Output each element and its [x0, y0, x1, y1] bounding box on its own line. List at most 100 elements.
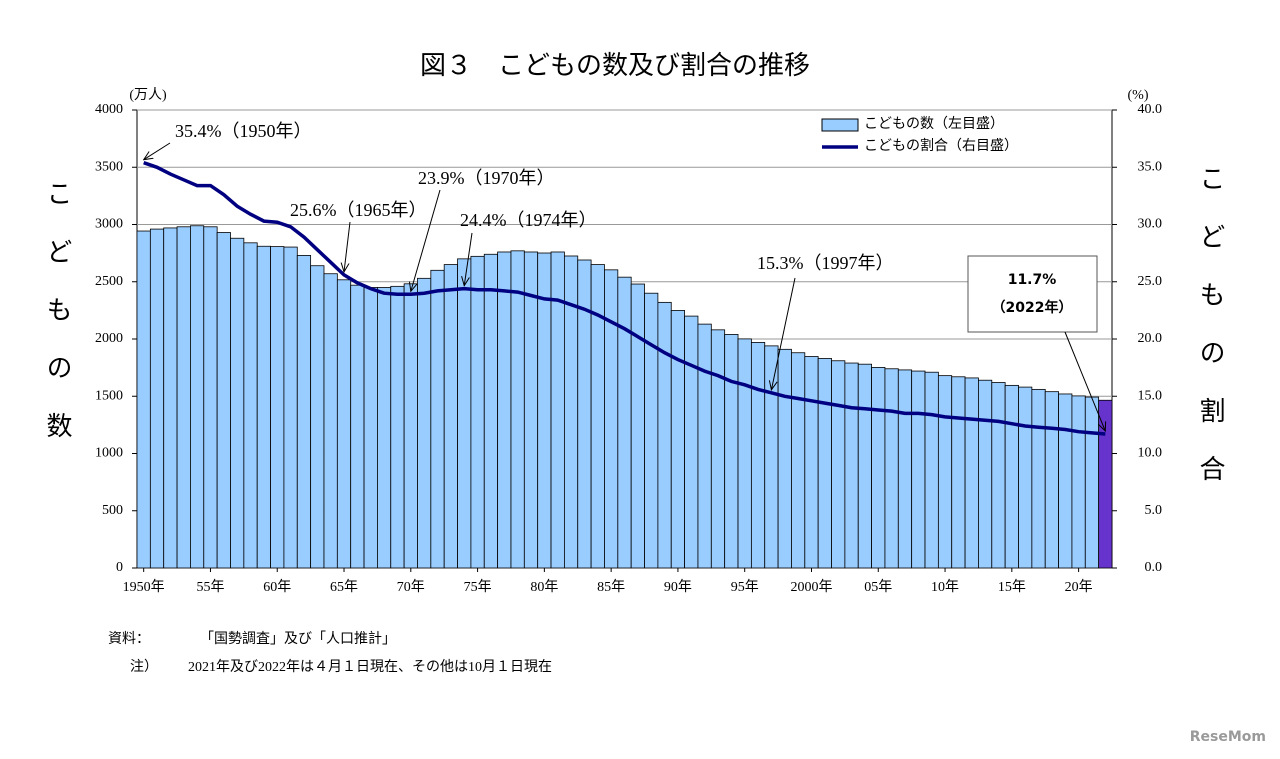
bar — [871, 366, 886, 569]
bar — [363, 287, 378, 569]
bar — [270, 246, 285, 569]
bar — [1004, 384, 1019, 569]
bar — [136, 230, 151, 569]
y-tick-label: 500 — [102, 503, 123, 518]
y2-tick-label: 30.0 — [1138, 217, 1163, 232]
bar — [884, 368, 899, 569]
bar — [470, 255, 485, 569]
annotation: 35.4%（1950年） — [175, 121, 312, 141]
bar — [497, 251, 512, 569]
bar — [644, 292, 659, 569]
x-tick-label: 70年 — [397, 579, 425, 595]
annotation: 15.3%（1997年） — [757, 253, 894, 273]
y-tick-label: 1000 — [95, 446, 123, 461]
bar — [924, 371, 939, 569]
bar — [203, 226, 218, 569]
y2-tick-label: 10.0 — [1138, 446, 1163, 461]
y2-tick-label: 35.0 — [1138, 159, 1163, 174]
y2-tick-label: 0.0 — [1145, 560, 1163, 575]
note-label: 注） — [130, 659, 158, 675]
x-tick-label: 95年 — [731, 579, 759, 595]
y2-unit: (%) — [1128, 88, 1149, 103]
legend-swatch — [821, 118, 859, 132]
y-tick-label: 3500 — [95, 159, 123, 174]
bar — [390, 285, 405, 569]
bar — [670, 310, 686, 569]
bar — [911, 370, 926, 569]
callout: 11.7% — [1008, 272, 1057, 288]
bar — [777, 348, 792, 569]
bar — [523, 251, 539, 569]
bar — [216, 232, 231, 569]
bar — [457, 258, 472, 569]
callout-box — [967, 255, 1098, 333]
note-text: 2021年及び2022年は４月１日現在、その他は10月１日現在 — [188, 659, 552, 675]
bar — [283, 246, 298, 569]
legend-label: こどもの数（左目盛） — [864, 116, 1004, 132]
y2-tick-label: 5.0 — [1145, 503, 1163, 518]
bar — [750, 342, 766, 569]
x-tick-label: 15年 — [998, 579, 1026, 595]
bar — [1018, 386, 1033, 569]
annotation: 25.6%（1965年） — [290, 200, 427, 220]
bar — [296, 255, 312, 569]
x-tick-label: 10年 — [931, 579, 959, 595]
bar — [230, 237, 245, 569]
bar — [791, 352, 806, 569]
callout-arrow — [1064, 331, 1105, 431]
bar — [1071, 395, 1086, 569]
y2-tick-label: 15.0 — [1138, 388, 1163, 403]
annotation-arrow — [411, 189, 441, 291]
bar — [417, 277, 432, 569]
bar — [737, 338, 752, 569]
watermark: ReseMom — [1190, 729, 1266, 745]
bar — [991, 382, 1006, 569]
bar — [323, 273, 338, 569]
bar — [377, 287, 392, 569]
bar — [1031, 388, 1046, 569]
x-tick-label: 85年 — [597, 579, 625, 595]
bar — [804, 356, 819, 569]
bar — [604, 269, 619, 569]
callout: （2022年） — [992, 299, 1073, 316]
y-tick-label: 4000 — [95, 102, 123, 117]
legend-label: こどもの割合（右目盛） — [864, 137, 1018, 154]
bar — [857, 363, 872, 569]
bar — [657, 301, 672, 569]
bar — [163, 227, 178, 569]
bar — [684, 315, 699, 569]
bar — [149, 228, 165, 569]
bar — [831, 360, 846, 569]
x-tick-label: 20年 — [1065, 579, 1093, 595]
annotation: 23.9%（1970年） — [418, 168, 555, 188]
x-tick-label: 60年 — [263, 579, 291, 595]
x-tick-label: 1950年 — [123, 579, 165, 595]
bar — [190, 225, 205, 569]
bar — [443, 264, 458, 569]
annotation-arrow — [144, 142, 171, 160]
bar — [1044, 391, 1059, 569]
y2-axis-title: こどもの割合 — [1196, 165, 1225, 513]
bar — [256, 245, 271, 569]
y-tick-label: 2000 — [95, 331, 123, 346]
annotation-arrow — [344, 221, 351, 272]
bar — [897, 369, 913, 569]
bar — [1098, 399, 1113, 569]
bar — [403, 283, 418, 569]
annotation-arrow — [771, 277, 796, 390]
y-tick-label: 1500 — [95, 388, 123, 403]
bar — [430, 269, 445, 569]
x-tick-label: 65年 — [330, 579, 358, 595]
note-text: 「国勢調査」及び「人口推計」 — [200, 631, 396, 647]
bar — [844, 362, 859, 569]
x-tick-label: 90年 — [664, 579, 692, 595]
bar — [964, 377, 979, 569]
bar — [1058, 393, 1073, 569]
annotation-arrow — [464, 232, 473, 286]
bar — [510, 250, 525, 569]
bar — [724, 334, 739, 569]
bar — [310, 265, 325, 569]
y2-tick-label: 20.0 — [1138, 331, 1163, 346]
bar — [590, 264, 605, 569]
bar — [710, 329, 726, 569]
